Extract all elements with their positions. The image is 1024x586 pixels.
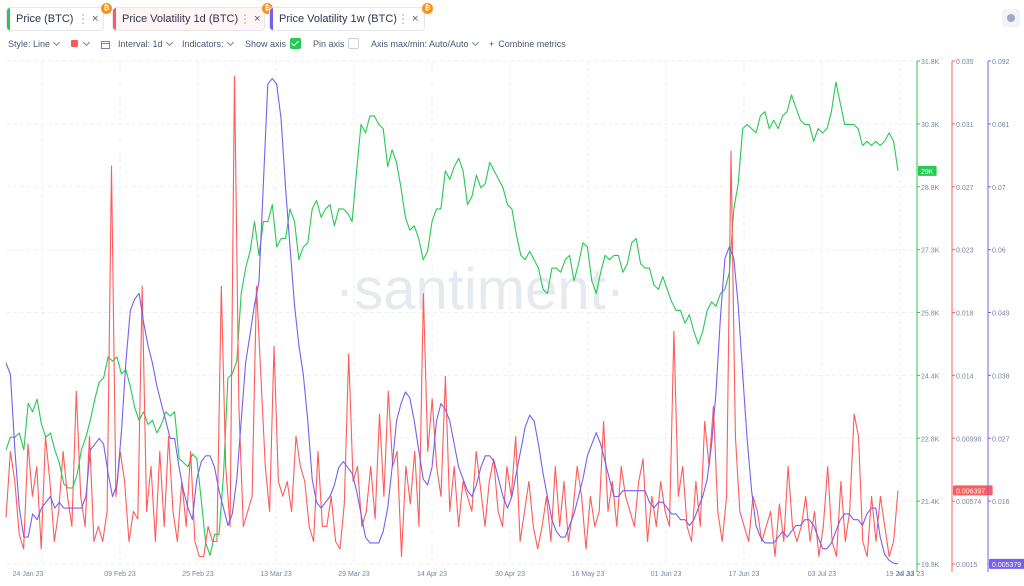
chevron-down-icon — [52, 38, 61, 47]
more-icon[interactable]: ⋮ — [77, 12, 89, 26]
close-icon[interactable]: × — [92, 13, 99, 25]
indicators-label: Indicators: — [182, 39, 224, 49]
y-tick-label: 0.038 — [992, 373, 1010, 380]
tab-label: Price Volatility 1d (BTC) — [122, 13, 239, 25]
y-tick-label: 31.8K — [921, 59, 940, 66]
y-tick-label: 0.031 — [956, 122, 974, 129]
settings-icon — [1007, 14, 1015, 22]
x-tick-label: 09 Feb 23 — [104, 571, 136, 578]
bitcoin-icon: ₿ — [422, 3, 433, 14]
x-tick-label: 01 Jun 23 — [651, 571, 682, 578]
chevron-down-icon — [226, 38, 234, 47]
axis-maxmin-dropdown[interactable]: Axis max/min: Auto/Auto — [371, 38, 479, 49]
x-tick-label: 24 Jul 23 — [896, 571, 925, 578]
y-tick-label: 0.035 — [956, 59, 974, 66]
tab-color-stripe — [113, 8, 116, 30]
y-tick-label: 0.092 — [992, 59, 1010, 66]
last-value-label: 0.006397 — [956, 488, 985, 495]
combine-label: Combine metrics — [498, 39, 566, 49]
x-tick-label: 24 Jan 23 — [13, 571, 44, 578]
close-icon[interactable]: × — [254, 13, 261, 25]
x-tick-label: 25 Feb 23 — [182, 571, 214, 578]
chart-svg[interactable]: ·santiment· 31.8K 30.3K 28.8K 27.3K 25.8K 24.… — [0, 54, 1024, 586]
y-tick-label: 0.0015 — [956, 562, 978, 569]
chevron-down-icon — [82, 38, 91, 47]
y-tick-label: 0.027 — [992, 436, 1010, 443]
y-tick-label: 19.9K — [921, 562, 940, 569]
tab-color-stripe — [270, 8, 273, 30]
watermark: ·santiment· — [335, 257, 625, 322]
y-tick-label: 0.07 — [992, 185, 1006, 192]
x-tick-label: 16 May 23 — [572, 571, 605, 578]
color-swatch[interactable] — [71, 40, 78, 47]
close-icon[interactable]: × — [412, 13, 419, 25]
pin-axis-label: Pin axis — [313, 39, 345, 49]
more-icon[interactable]: ⋮ — [397, 12, 409, 26]
style-dropdown[interactable]: Style: Line — [8, 38, 61, 49]
last-value-label: 29K — [921, 169, 934, 176]
y-tick-label: 0.018 — [956, 311, 974, 318]
x-tick-label: 17 Jun 23 — [729, 571, 760, 578]
x-tick-label: 30 Apr 23 — [495, 571, 525, 578]
tab-price-volatility-1d[interactable]: Price Volatility 1d (BTC) ⋮ × ₿ — [112, 3, 273, 31]
tab-price-volatility-1w[interactable]: Price Volatility 1w (BTC) ⋮ × ₿ — [269, 3, 433, 31]
y-tick-label: 28.8K — [921, 185, 940, 192]
y-tick-label: 22.8K — [921, 436, 940, 443]
settings-button[interactable] — [1002, 9, 1020, 27]
x-tick-label: 19 Jul 23 — [886, 571, 915, 578]
show-axis-label: Show axis — [245, 39, 287, 49]
y-tick-label: 0.023 — [956, 248, 974, 255]
color-dropdown[interactable] — [80, 38, 91, 49]
bitcoin-icon: ₿ — [262, 3, 273, 14]
plus-icon: + — [489, 39, 495, 49]
more-icon[interactable]: ⋮ — [239, 12, 251, 26]
series-line-2 — [5, 77, 899, 565]
style-label: Style: Line — [8, 39, 51, 49]
show-axis-checkbox[interactable] — [290, 38, 301, 49]
y-tick-label: 0.049 — [992, 311, 1010, 318]
y-axes: 31.8K 30.3K 28.8K 27.3K 25.8K 24.4K 22.8K 21.4K… — [916, 59, 1024, 572]
y-tick-label: 0.027 — [956, 185, 974, 192]
x-tick-label: 03 Jul 23 — [808, 571, 837, 578]
series-lines — [5, 75, 899, 565]
indicators-dropdown[interactable]: Indicators: — [182, 38, 234, 49]
y-tick-label: 0.06 — [992, 248, 1006, 255]
pin-axis-checkbox[interactable] — [348, 38, 359, 49]
series-line-1 — [5, 75, 899, 558]
x-tick-label: 29 Mar 23 — [338, 571, 370, 578]
y-tick-label: 21.4K — [921, 499, 940, 506]
chevron-down-icon — [165, 38, 173, 47]
y-tick-label: 30.3K — [921, 122, 940, 129]
tab-label: Price Volatility 1w (BTC) — [279, 13, 397, 25]
y-tick-label: 0.00998 — [956, 436, 981, 443]
y-tick-label: 0.014 — [956, 373, 974, 380]
chevron-down-icon — [471, 38, 479, 47]
tab-color-stripe — [7, 8, 10, 30]
y-tick-label: 0.081 — [992, 122, 1010, 129]
x-tick-label: 13 Mar 23 — [260, 571, 292, 578]
series-line-0 — [5, 81, 899, 557]
interval-label: Interval: 1d — [118, 39, 163, 49]
tab-price-btc[interactable]: Price (BTC) ⋮ × ₿ — [6, 3, 112, 31]
axis-maxmin-label: Axis max/min: Auto/Auto — [371, 39, 469, 49]
last-value-badge — [918, 165, 937, 176]
last-value-label: 0.005379 — [992, 562, 1021, 569]
bitcoin-icon: ₿ — [101, 3, 112, 14]
grid — [6, 60, 917, 565]
calendar-icon — [101, 41, 110, 49]
y-tick-label: 0.016 — [992, 499, 1010, 506]
x-tick-label: 14 Apr 23 — [417, 571, 447, 578]
x-axis: 24 Jan 23 09 Feb 23 25 Feb 23 13 Mar 23 29 M… — [13, 571, 925, 578]
y-tick-label: 25.8K — [921, 311, 940, 318]
last-value-badge — [989, 558, 1024, 569]
last-value-badge — [953, 485, 993, 496]
y-tick-label: 27.3K — [921, 248, 940, 255]
tab-label: Price (BTC) — [16, 13, 74, 25]
y-tick-label: 0.00574 — [956, 499, 981, 506]
combine-metrics-button[interactable]: + Combine metrics — [489, 39, 566, 49]
y-tick-label: 24.4K — [921, 373, 940, 380]
interval-dropdown[interactable]: Interval: 1d — [118, 38, 173, 49]
metric-toolbar: Style: Line Interval: 1d Indicators: Sho… — [0, 36, 1024, 54]
